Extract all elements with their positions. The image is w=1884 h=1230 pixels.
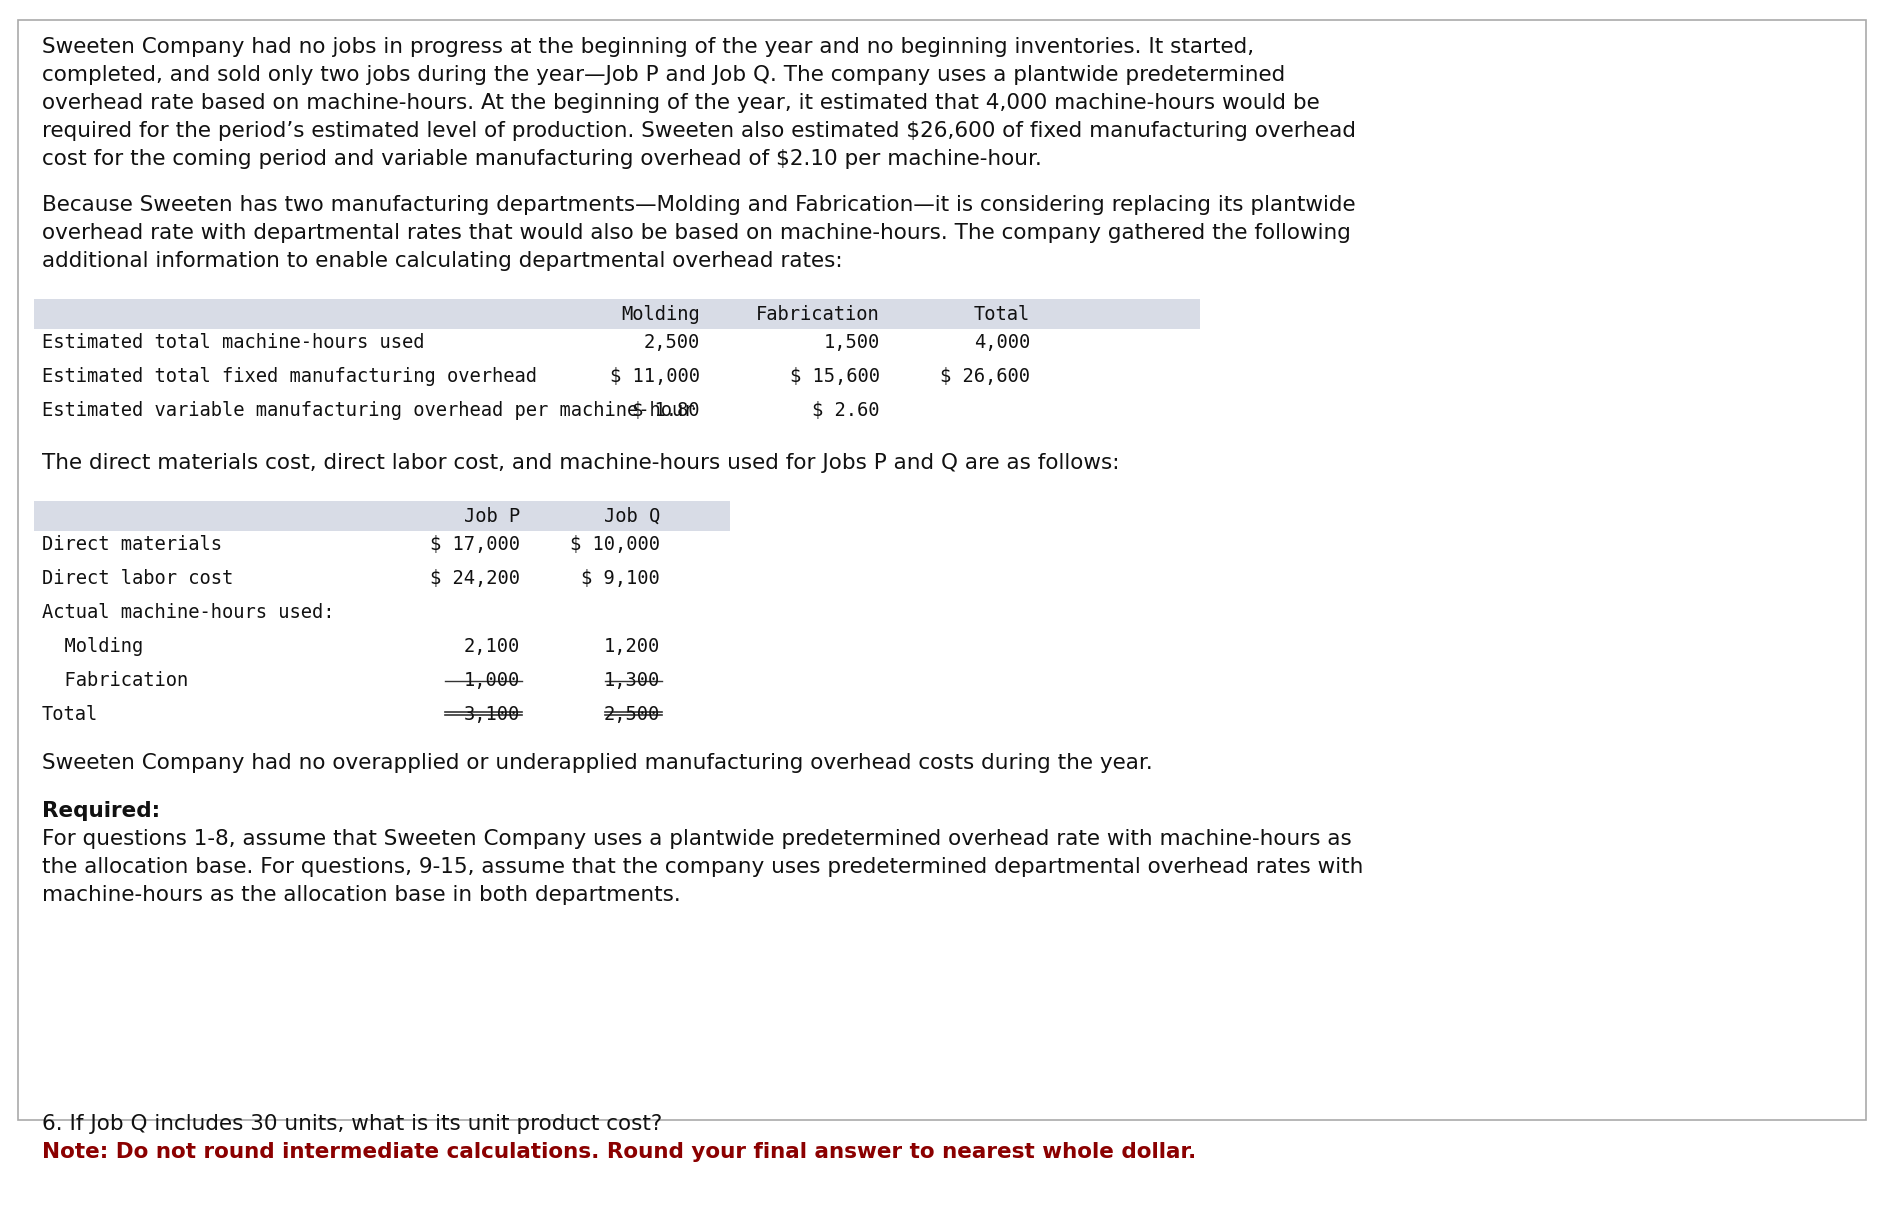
Text: Total: Total bbox=[974, 305, 1031, 323]
Text: $ 17,000: $ 17,000 bbox=[430, 535, 520, 554]
Text: Sweeten Company had no overapplied or underapplied manufacturing overhead costs : Sweeten Company had no overapplied or un… bbox=[41, 753, 1153, 772]
Text: required for the period’s estimated level of production. Sweeten also estimated : required for the period’s estimated leve… bbox=[41, 121, 1356, 141]
Text: overhead rate with departmental rates that would also be based on machine-hours.: overhead rate with departmental rates th… bbox=[41, 223, 1351, 244]
Text: Fabrication: Fabrication bbox=[755, 305, 880, 323]
Text: machine-hours as the allocation base in both departments.: machine-hours as the allocation base in … bbox=[41, 886, 680, 905]
Text: Direct materials: Direct materials bbox=[41, 535, 222, 554]
Text: 1,300: 1,300 bbox=[603, 672, 659, 690]
Text: Required:: Required: bbox=[41, 801, 160, 820]
Bar bbox=[34, 501, 729, 531]
Text: 2,500: 2,500 bbox=[603, 705, 659, 724]
Text: completed, and sold only two jobs during the year—Job P and Job Q. The company u: completed, and sold only two jobs during… bbox=[41, 65, 1285, 85]
Text: cost for the coming period and variable manufacturing overhead of $2.10 per mach: cost for the coming period and variable … bbox=[41, 149, 1042, 169]
Text: Estimated variable manufacturing overhead per machine-hour: Estimated variable manufacturing overhea… bbox=[41, 401, 695, 419]
Text: Molding: Molding bbox=[622, 305, 701, 323]
Text: overhead rate based on machine-hours. At the beginning of the year, it estimated: overhead rate based on machine-hours. At… bbox=[41, 93, 1321, 113]
Text: $ 2.60: $ 2.60 bbox=[812, 401, 880, 419]
Text: Fabrication: Fabrication bbox=[41, 672, 188, 690]
Text: For questions 1-8, assume that Sweeten Company uses a plantwide predetermined ov: For questions 1-8, assume that Sweeten C… bbox=[41, 829, 1351, 849]
Text: Estimated total fixed manufacturing overhead: Estimated total fixed manufacturing over… bbox=[41, 367, 537, 386]
Text: $ 15,600: $ 15,600 bbox=[789, 367, 880, 386]
Text: $ 10,000: $ 10,000 bbox=[571, 535, 659, 554]
Text: Actual machine-hours used:: Actual machine-hours used: bbox=[41, 603, 335, 622]
Text: 1,500: 1,500 bbox=[823, 333, 880, 352]
Text: 2,100: 2,100 bbox=[463, 637, 520, 656]
Text: the allocation base. For questions, 9-15, assume that the company uses predeterm: the allocation base. For questions, 9-15… bbox=[41, 857, 1364, 877]
Text: Estimated total machine-hours used: Estimated total machine-hours used bbox=[41, 333, 424, 352]
Text: 4,000: 4,000 bbox=[974, 333, 1031, 352]
Text: $ 9,100: $ 9,100 bbox=[582, 569, 659, 588]
Text: Sweeten Company had no jobs in progress at the beginning of the year and no begi: Sweeten Company had no jobs in progress … bbox=[41, 37, 1255, 57]
Text: $ 26,600: $ 26,600 bbox=[940, 367, 1031, 386]
Bar bbox=[19, 20, 1865, 1121]
Text: 1,200: 1,200 bbox=[603, 637, 659, 656]
Text: 2,500: 2,500 bbox=[644, 333, 701, 352]
Text: $ 11,000: $ 11,000 bbox=[610, 367, 701, 386]
Text: The direct materials cost, direct labor cost, and machine-hours used for Jobs P : The direct materials cost, direct labor … bbox=[41, 453, 1119, 474]
Text: additional information to enable calculating departmental overhead rates:: additional information to enable calcula… bbox=[41, 251, 842, 271]
Text: 1,000: 1,000 bbox=[463, 672, 520, 690]
Text: $ 24,200: $ 24,200 bbox=[430, 569, 520, 588]
Text: Job P: Job P bbox=[463, 507, 520, 526]
Text: Total: Total bbox=[41, 705, 98, 724]
Text: 6. If Job Q includes 30 units, what is its unit product cost?: 6. If Job Q includes 30 units, what is i… bbox=[41, 1114, 663, 1134]
Text: $ 1.80: $ 1.80 bbox=[633, 401, 701, 419]
Text: Because Sweeten has two manufacturing departments—Molding and Fabrication—it is : Because Sweeten has two manufacturing de… bbox=[41, 196, 1356, 215]
Text: Job Q: Job Q bbox=[603, 507, 659, 526]
Text: 3,100: 3,100 bbox=[463, 705, 520, 724]
Bar bbox=[34, 299, 1200, 328]
Text: Molding: Molding bbox=[41, 637, 143, 656]
Text: Note: Do not round intermediate calculations. Round your final answer to nearest: Note: Do not round intermediate calculat… bbox=[41, 1141, 1196, 1162]
Text: Direct labor cost: Direct labor cost bbox=[41, 569, 234, 588]
